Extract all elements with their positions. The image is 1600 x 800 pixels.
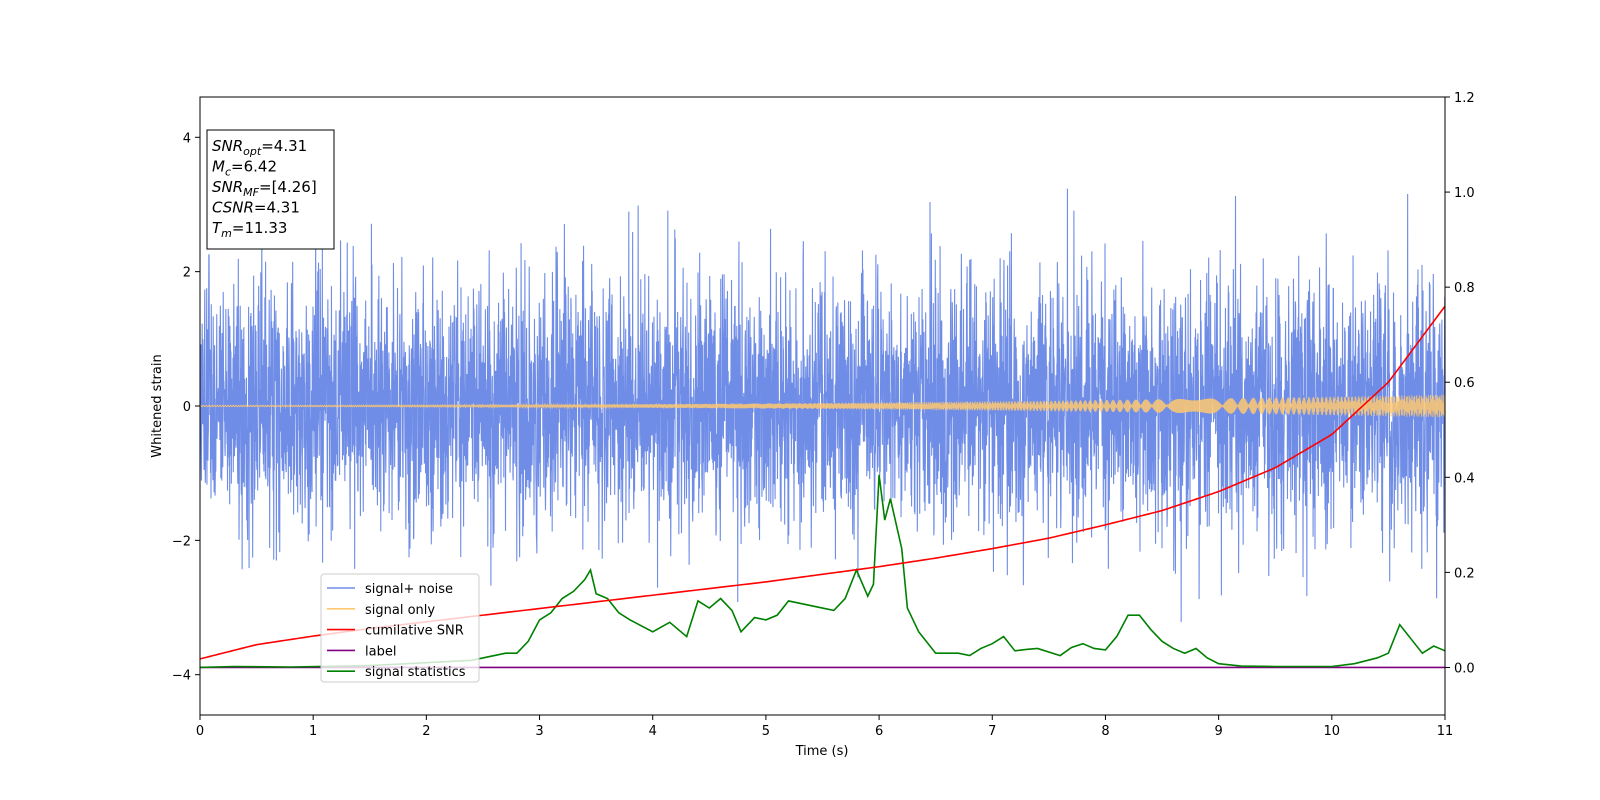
y-axis-right: 0.0 0.2 0.4 0.6 0.8 1.0 1.2 bbox=[1445, 91, 1475, 676]
x-tick-label: 9 bbox=[1214, 724, 1222, 739]
x-tick-label: 1 bbox=[309, 724, 317, 739]
y-left-tick-label: −2 bbox=[172, 534, 191, 549]
x-tick-label: 10 bbox=[1324, 724, 1341, 739]
x-tick-label: 11 bbox=[1437, 724, 1454, 739]
legend: signal+ noise signal only cumilative SNR la… bbox=[320, 573, 480, 683]
y-left-tick-label: 2 bbox=[183, 266, 191, 281]
y-right-tick-label: 1.2 bbox=[1454, 91, 1475, 106]
legend-label: label bbox=[365, 644, 396, 659]
x-tick-label: 7 bbox=[988, 724, 996, 739]
y-left-tick-label: −4 bbox=[172, 669, 191, 684]
y-axis-left: −4 −2 0 2 4 bbox=[172, 131, 200, 684]
x-tick-label: 2 bbox=[422, 724, 430, 739]
x-tick-label: 0 bbox=[196, 724, 204, 739]
legend-items: signal+ noise signal only cumilative SNR la… bbox=[327, 582, 466, 680]
x-tick-label: 3 bbox=[535, 724, 543, 739]
info-box-frame bbox=[206, 129, 335, 250]
legend-label: cumilative SNR bbox=[365, 624, 464, 639]
y-left-tick-label: 0 bbox=[183, 400, 191, 415]
x-tick-label: 5 bbox=[762, 724, 770, 739]
y-left-tick-label: 4 bbox=[183, 131, 191, 146]
x-axis-label: Time (s) bbox=[795, 744, 849, 759]
legend-label: signal only bbox=[365, 603, 435, 618]
legend-label: signal+ noise bbox=[365, 582, 453, 597]
info-line: Tm=11.33 bbox=[212, 219, 287, 240]
x-tick-label: 8 bbox=[1101, 724, 1109, 739]
y-right-tick-label: 0.6 bbox=[1454, 376, 1475, 391]
y-axis-label: Whitened strain bbox=[150, 354, 165, 457]
x-tick-label: 6 bbox=[875, 724, 883, 739]
y-right-tick-label: 1.0 bbox=[1454, 186, 1475, 201]
x-tick-label: 4 bbox=[649, 724, 657, 739]
y-right-tick-label: 0.2 bbox=[1454, 566, 1475, 581]
x-axis: 0 1 2 3 4 5 6 7 8 9 10 11 bbox=[196, 715, 1453, 739]
y-right-tick-label: 0.8 bbox=[1454, 281, 1475, 296]
y-right-tick-label: 0.0 bbox=[1454, 661, 1475, 676]
info-line: CSNR=4.31 bbox=[212, 199, 300, 217]
legend-label: signal statistics bbox=[365, 665, 466, 680]
info-line: Mc=6.42 bbox=[212, 158, 277, 179]
signal-only-series bbox=[200, 394, 1445, 418]
info-line: SNRopt=4.31 bbox=[212, 137, 307, 158]
info-line: SNRMF=[4.26] bbox=[212, 178, 317, 199]
legend-frame bbox=[320, 573, 480, 683]
signal-statistics-series bbox=[200, 474, 1445, 669]
signal-noise-series bbox=[200, 188, 1445, 623]
y-right-tick-label: 0.4 bbox=[1454, 471, 1475, 486]
